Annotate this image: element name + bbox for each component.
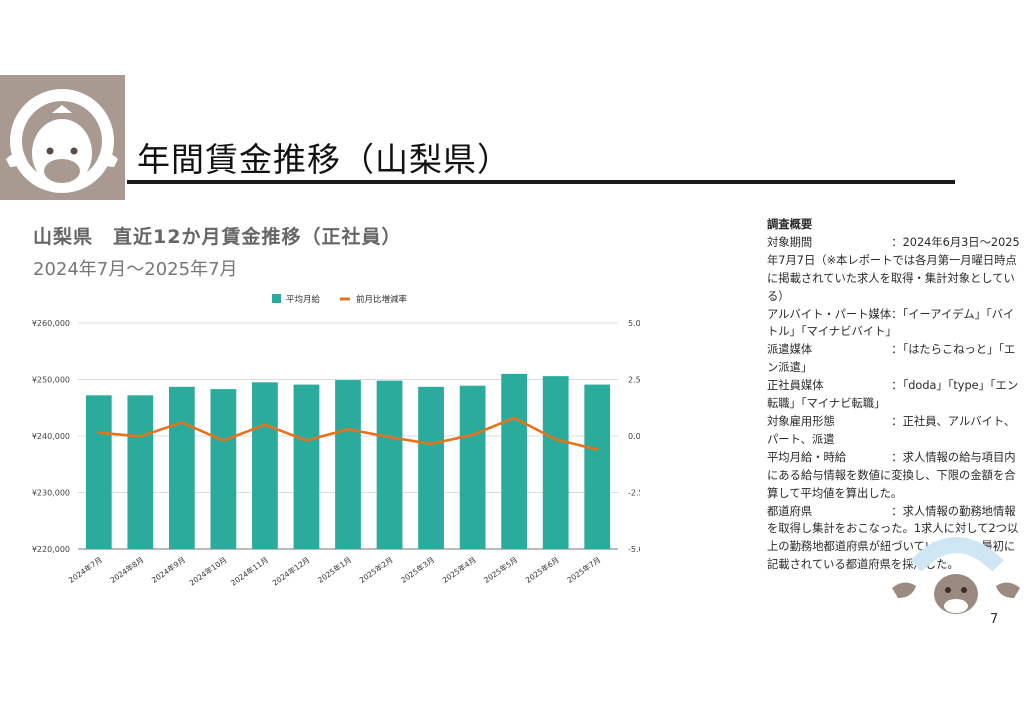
line-point [305, 439, 308, 442]
note-spacer [812, 236, 891, 249]
bar [85, 395, 112, 549]
line-point [388, 435, 391, 439]
bar [293, 384, 320, 549]
company-logo [0, 75, 125, 200]
x-tick-label: 2025年3月 [399, 554, 437, 584]
x-tick-label: 2025年6月 [523, 554, 561, 584]
note-label: 対象雇用形態 [767, 414, 835, 428]
bar [542, 376, 569, 549]
x-tick-label: 2024年8月 [108, 554, 146, 584]
bar [459, 385, 486, 549]
note-item: 対象雇用形態 ：正社員、アルバイト、パート、派遣 [767, 413, 1021, 449]
note-text: ：正社員、アルバイト、パート、派遣 [767, 414, 1016, 446]
line-point [346, 428, 350, 431]
line-point [596, 448, 599, 451]
bar [501, 373, 528, 549]
x-tick-label: 2025年5月 [482, 554, 520, 584]
note-text: ：2024年6月3日～2025年7月7日（※本レポートでは各月第一月曜日時点に掲… [767, 235, 1020, 303]
x-tick-label: 2025年1月 [316, 554, 354, 584]
bar [376, 380, 403, 549]
note-item: アルバイト・パート媒体：「イーアイデム」「バイトル」「マイナビバイト」 [767, 306, 1021, 342]
note-label: 派遣媒体 [767, 343, 813, 357]
left-tick-label: ¥250,000 [32, 376, 70, 385]
right-tick-label: -2.50% [628, 489, 640, 498]
line-point [180, 421, 184, 424]
x-tick-label: 2024年7月 [66, 554, 104, 584]
title-divider [127, 180, 955, 184]
note-text: ：「doda」「type」「エン転職」「マイナビ転職」 [767, 379, 1019, 411]
note-item: 派遣媒体 ：「はたらこねっと」「エン派遣」 [767, 341, 1021, 377]
x-tick-label: 2024年11月 [229, 554, 270, 587]
note-text: ：求人情報の給与項目内にある給与情報を数値に変換し、下限の金額を合算して平均値を… [767, 450, 1016, 500]
note-text: ：「はたらこねっと」「エン派遣」 [767, 343, 1016, 375]
left-tick-label: ¥230,000 [32, 489, 70, 498]
legend-label-line: 前月比増減率 [356, 294, 408, 305]
note-label: 正社員媒体 [767, 379, 824, 393]
legend-label-bars: 平均月給 [286, 294, 321, 305]
x-tick-label: 2024年10月 [187, 554, 228, 587]
mascot-icon [892, 537, 1020, 614]
note-spacer [846, 451, 891, 464]
note-label: 対象期間 [767, 235, 813, 249]
note-spacer [824, 379, 892, 392]
line-point [263, 423, 267, 426]
right-tick-label: 0.00% [628, 432, 640, 441]
wage-chart: ¥220,000 ¥230,000 ¥240,000 ¥250,000 ¥260,000… [32, 294, 640, 588]
line-point [554, 438, 557, 441]
bar [418, 386, 444, 549]
right-tick-label: 5.00% [628, 319, 640, 328]
chart-title: 山梨県 直近12か月賃金推移（正社員） [33, 226, 402, 248]
x-tick-label: 2024年9月 [149, 554, 187, 584]
line-point [97, 431, 100, 434]
note-spacer [812, 343, 891, 356]
bar [335, 380, 361, 549]
mascot-logo-icon [6, 89, 118, 193]
right-tick-label: -5.00% [628, 545, 640, 554]
note-text: ：「イーアイデム」「バイトル」「マイナビバイト」 [767, 307, 1015, 339]
note-spacer [812, 505, 891, 518]
x-tick-label: 2025年4月 [440, 554, 478, 584]
note-label: 都道府県 [767, 504, 813, 518]
note-item: 対象期間 ：2024年6月3日～2025年7月7日（※本レポートでは各月第一月曜… [767, 234, 1021, 306]
x-tick-label: 2025年2月 [357, 554, 395, 584]
right-tick-label: 2.50% [628, 376, 640, 385]
line-point [471, 433, 474, 437]
left-tick-label: ¥240,000 [32, 432, 70, 441]
notes-heading: 調査概要 [767, 218, 813, 231]
chart-subtitle: 2024年7月～2025年7月 [33, 259, 238, 280]
line-point [429, 442, 433, 446]
line-point [139, 435, 142, 438]
x-tick-label: 2025年7月 [565, 554, 603, 584]
page-title: 年間賃金推移（山梨県） [137, 140, 511, 179]
left-tick-label: ¥220,000 [32, 545, 70, 554]
note-item: 正社員媒体 ：「doda」「type」「エン転職」「マイナビ転職」 [767, 377, 1021, 413]
bar [168, 386, 195, 549]
line-point [222, 439, 225, 442]
note-item: 平均月給・時給 ：求人情報の給与項目内にある給与情報を数値に変換し、下限の金額を… [767, 449, 1021, 503]
note-label: アルバイト・パート媒体 [767, 307, 892, 321]
bar [127, 395, 154, 549]
page-number: 7 [990, 612, 999, 627]
bar [210, 389, 237, 549]
left-tick-label: ¥260,000 [32, 319, 70, 328]
bar [252, 382, 278, 549]
x-tick-label: 2024年12月 [270, 554, 311, 587]
note-spacer [835, 415, 892, 428]
bar [584, 384, 611, 549]
line-point [512, 416, 516, 420]
legend-swatch-bars [272, 294, 281, 303]
note-label: 平均月給・時給 [767, 450, 847, 464]
survey-notes: 調査概要 対象期間 ：2024年6月3日～2025年7月7日（※本レポートでは各… [767, 216, 1021, 574]
